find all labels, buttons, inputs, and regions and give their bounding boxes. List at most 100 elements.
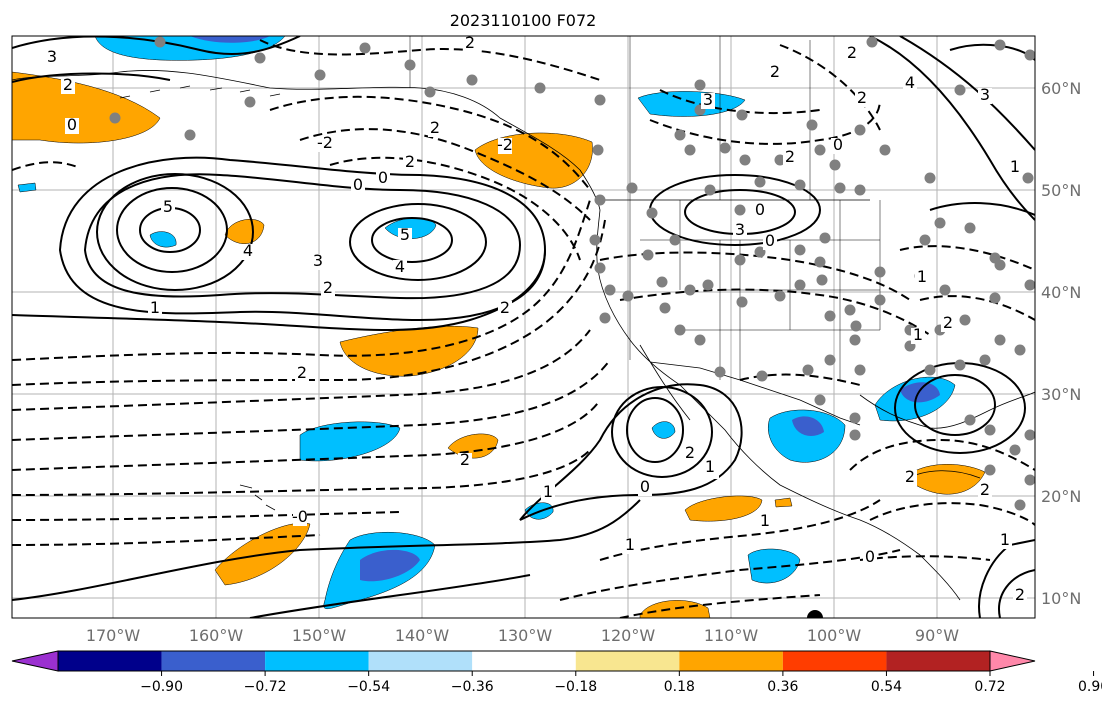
contour-label: 2 [980, 480, 990, 499]
blue-shade-area [360, 549, 420, 582]
contour-label: 1 [760, 511, 770, 530]
colorbar: −0.90 −0.72 −0.54 −0.36 −0.18 0.18 0.36 0.54 0.7… [11, 650, 1102, 695]
dashed-contour-line [599, 499, 881, 561]
station-dot [850, 320, 862, 332]
contour-label-bg [733, 223, 747, 239]
station-dot [739, 154, 751, 166]
station-dot [184, 129, 196, 141]
contour-label-bg [1008, 160, 1022, 176]
colorbar-segment [472, 651, 576, 671]
contour-label: 1 [705, 457, 715, 476]
station-dot [254, 52, 266, 64]
station-dot [592, 144, 604, 156]
station-dot [656, 276, 668, 288]
alaska-coastline [12, 70, 601, 211]
colorbar-tick-label: 0.90 [1078, 679, 1102, 695]
latitude-label: 50°N [1041, 181, 1081, 200]
station-dot [674, 324, 686, 336]
contour-label: -0 [292, 507, 308, 526]
station-dot [964, 414, 976, 426]
station-dot [854, 184, 866, 196]
contour-label: 5 [163, 197, 173, 216]
contour-line [12, 249, 546, 331]
contour-label: 1 [150, 298, 160, 317]
orange-shade-area [639, 600, 711, 618]
station-dot [1009, 444, 1021, 456]
colorbar-tick-label: −0.18 [554, 679, 597, 695]
contour-line [12, 72, 171, 83]
colorbar-tick-label: −0.54 [347, 679, 390, 695]
station-dot [1014, 344, 1026, 356]
station-dot [599, 312, 611, 324]
dashed-contour-line [12, 399, 601, 471]
contour-label-bg [393, 260, 407, 276]
station-dot [874, 294, 886, 306]
station-dot [314, 69, 326, 81]
contour-line [929, 202, 1035, 216]
contour-label: 1 [1010, 157, 1020, 176]
contour-label: 3 [47, 47, 57, 66]
colorbar-frame [57, 650, 991, 672]
station-dot [866, 36, 878, 48]
dashed-contour-line [329, 156, 581, 261]
dashed-contour-line [12, 219, 606, 386]
contour-label: 2 [63, 75, 73, 94]
contour-label: 2 [785, 147, 795, 166]
station-dot [854, 124, 866, 136]
contour-label-bg [541, 485, 555, 501]
contour-label-bg [978, 88, 992, 104]
contour-label-bg [311, 254, 325, 270]
station-dot [359, 42, 371, 54]
contour-label-bg [753, 203, 767, 219]
hawaii-islands [239, 484, 276, 511]
us-mexico-border [649, 361, 861, 426]
station-dot [849, 334, 861, 346]
contour-label-bg [768, 65, 782, 81]
west-coast [596, 209, 961, 601]
station-dot [774, 290, 786, 302]
contour-line [519, 383, 743, 521]
contour-line [626, 397, 684, 463]
station-dot [806, 119, 818, 131]
contour-label: 2 [430, 118, 440, 137]
contour-label-bg [758, 514, 772, 530]
dashed-contour-line [739, 373, 861, 386]
contour-label: 3 [703, 90, 713, 109]
contour-line [83, 173, 522, 300]
station-dot [734, 204, 746, 216]
station-dot [824, 354, 836, 366]
contour-label: 0 [67, 115, 77, 134]
dashed-contour-line [12, 449, 591, 496]
contour-labels: 3205432100542222-2-222122033432112120-00… [45, 36, 1027, 604]
cyan-shade-area [767, 409, 846, 463]
contour-label-bg [458, 453, 472, 469]
dashed-contour-line [869, 502, 1035, 526]
dashed-contour-line [12, 511, 401, 521]
contour-line [371, 217, 453, 263]
station-dot [844, 304, 856, 316]
station-dot [919, 234, 931, 246]
contour-label-bg [241, 244, 255, 260]
map-frame [11, 35, 1036, 619]
contour-label: 2 [405, 152, 415, 171]
station-dot [939, 284, 951, 296]
colorbar-tick-label: −0.36 [451, 679, 494, 695]
colorbar-tick-label: 0.72 [974, 679, 1005, 695]
contour-line [116, 187, 228, 273]
contour-line [914, 374, 996, 436]
station-dot [979, 354, 991, 366]
station-dot [754, 176, 766, 188]
latitude-label: 10°N [1041, 589, 1081, 608]
contour-label: 5 [400, 225, 410, 244]
station-dot [669, 234, 681, 246]
station-dot [1024, 279, 1035, 291]
longitude-label: 150°W [292, 626, 347, 645]
station-dot [594, 194, 606, 206]
contour-label-bg [463, 36, 477, 52]
station-dot [109, 112, 121, 124]
station-dot [994, 334, 1006, 346]
coastlines [12, 36, 1035, 601]
station-dot [994, 39, 1006, 51]
longitude-label: 120°W [601, 626, 656, 645]
station-dot [924, 364, 936, 376]
